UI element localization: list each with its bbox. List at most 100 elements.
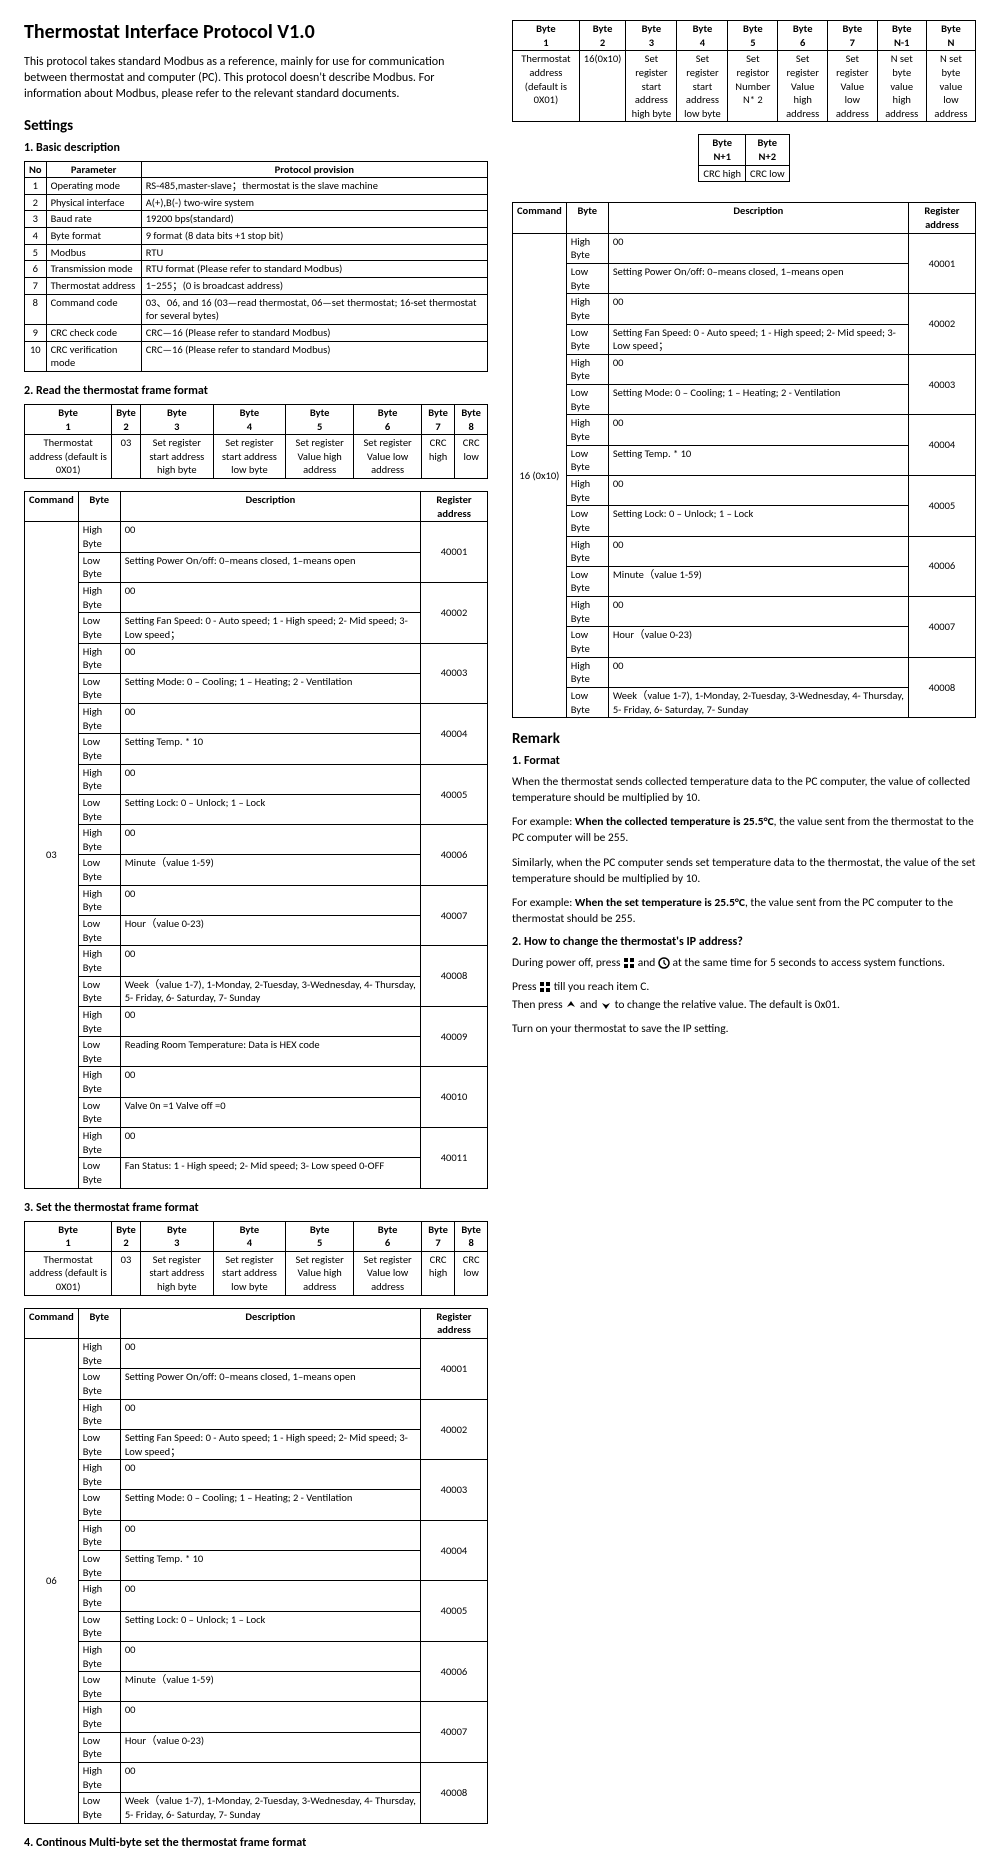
desc-cell: Reading Room Temperature: Data is HEX co…: [120, 1037, 420, 1067]
table-cell: CRC verification mode: [46, 341, 141, 371]
clock-icon: [658, 957, 670, 969]
desc-cell: 00: [608, 294, 908, 324]
desc-cell: Setting Temp. * 10: [120, 734, 420, 764]
col-header: Byte1: [25, 404, 112, 434]
addr-cell: 40001: [908, 233, 975, 294]
table-cell: 19200 bps(standard): [141, 211, 487, 228]
table-row: 5ModbusRTU: [25, 244, 488, 261]
desc-cell: Hour（value 0-23): [120, 916, 420, 946]
table-cell: 2: [25, 194, 47, 211]
table-row: 03High Byte0040001: [25, 522, 488, 552]
down-arrow-icon: [600, 999, 612, 1011]
table-cell: Set registor Number N* 2: [728, 51, 778, 122]
table-cell: CRC high: [421, 1251, 454, 1295]
desc-cell: 00: [120, 1520, 420, 1550]
table-row: High Byte0040004: [25, 1520, 488, 1550]
table-row: High Byte0040006: [513, 536, 976, 566]
table-row: High Byte0040003: [513, 354, 976, 384]
sec1-heading: 1. Basic description: [24, 141, 488, 155]
desc-cell: 00: [120, 1399, 420, 1429]
desc-cell: 00: [120, 885, 420, 915]
byte-cell: Low Byte: [566, 324, 608, 354]
table-cell: N set byte value low address: [926, 51, 975, 122]
table-row: High Byte0040007: [513, 597, 976, 627]
table-cell: 03: [112, 1251, 141, 1295]
desc-cell: 00: [120, 582, 420, 612]
col-header: Byte7: [421, 404, 454, 434]
table-row: 4Byte format9 format (8 data bits +1 sto…: [25, 228, 488, 245]
byte-cell: Low Byte: [78, 1158, 120, 1188]
byte-cell: Low Byte: [78, 1490, 120, 1520]
col-header: Parameter: [46, 161, 141, 178]
table-row: Low ByteSetting Mode: 0 – Cooling; 1 – H…: [513, 385, 976, 415]
addr-cell: 40005: [420, 1581, 487, 1642]
desc-cell: Setting Lock: 0 – Unlock; 1 – Lock: [608, 506, 908, 536]
desc-cell: Setting Lock: 0 – Unlock; 1 – Lock: [120, 794, 420, 824]
byte-cell: Low Byte: [566, 627, 608, 657]
table-row: Low ByteSetting Power On/off: 0–means cl…: [25, 552, 488, 582]
table-cell: Physical interface: [46, 194, 141, 211]
byte-cell: Low Byte: [78, 976, 120, 1006]
table-cell: CRC check code: [46, 324, 141, 341]
left-column: Thermostat Interface Protocol V1.0 This …: [24, 20, 488, 1856]
table-cell: Operating mode: [46, 178, 141, 195]
table-cell: Set register start address low byte: [213, 1251, 285, 1295]
table-row: High Byte0040008: [25, 946, 488, 976]
addr-cell: 40005: [908, 475, 975, 536]
table-row: High Byte0040006: [25, 825, 488, 855]
table-cell: 10: [25, 341, 47, 371]
table-cell: Set register start address high byte: [140, 435, 213, 479]
table-row: Low ByteSetting Fan Speed: 0 - Auto spee…: [25, 1429, 488, 1459]
table-cell: CRC—16 (Please refer to standard Modbus): [141, 341, 487, 371]
table-row: Low ByteWeek（value 1-7), 1-Monday, 2-Tue…: [25, 1793, 488, 1823]
byte-cell: High Byte: [566, 233, 608, 263]
byte-cell: High Byte: [78, 1762, 120, 1792]
table-row: High Byte0040007: [25, 885, 488, 915]
table-row: Low ByteSetting Mode: 0 – Cooling; 1 – H…: [25, 673, 488, 703]
col-header: Command: [25, 492, 79, 522]
byte-cell: Low Byte: [78, 1037, 120, 1067]
multibyte-frame-table: Byte1Byte2Byte3Byte4Byte5Byte6Byte7ByteN…: [512, 20, 976, 122]
desc-cell: 00: [120, 522, 420, 552]
addr-cell: 40004: [908, 415, 975, 476]
desc-cell: 00: [608, 354, 908, 384]
desc-cell: 00: [120, 1128, 420, 1158]
table-cell: A(+),B(-) two-wire system: [141, 194, 487, 211]
table-cell: Byte format: [46, 228, 141, 245]
right-column: Byte1Byte2Byte3Byte4Byte5Byte6Byte7ByteN…: [512, 20, 976, 1856]
cmd06-table: CommandByteDescriptionRegister address 0…: [24, 1308, 488, 1824]
remark-p6b: till you reach item C.: [554, 980, 650, 994]
col-header: Byte3: [140, 1221, 213, 1251]
desc-cell: Setting Mode: 0 – Cooling; 1 – Heating; …: [608, 385, 908, 415]
table-cell: 1−255；(0 is broadcast address): [141, 278, 487, 295]
col-header: Byte6: [354, 1221, 422, 1251]
table-row: Low ByteSetting Temp. * 10: [513, 445, 976, 475]
col-header: Protocol provision: [141, 161, 487, 178]
byte-cell: High Byte: [566, 294, 608, 324]
remark-p7a: Then press: [512, 998, 565, 1012]
col-header: Command: [513, 203, 567, 233]
remark-p7c: to change the relative value. The defaul…: [615, 998, 840, 1012]
table-cell: Thermostat address (default is 0X01): [513, 51, 580, 122]
col-header: Register address: [420, 1308, 487, 1338]
byte-cell: Low Byte: [78, 794, 120, 824]
addr-cell: 40007: [421, 885, 488, 946]
byte-cell: Low Byte: [78, 673, 120, 703]
intro-text: This protocol takes standard Modbus as a…: [24, 54, 488, 103]
remark-p4: For example: When the set temperature is…: [512, 895, 976, 927]
byte-cell: High Byte: [566, 415, 608, 445]
table-cell: CRC high: [421, 435, 454, 479]
remark-p7b: and: [580, 998, 600, 1012]
table-cell: Thermostat address (default is 0X01): [25, 435, 112, 479]
col-header: Byte1: [25, 1221, 112, 1251]
table-cell: CRC low: [455, 435, 488, 479]
byte-cell: Low Byte: [78, 916, 120, 946]
addr-cell: 40001: [420, 1339, 487, 1400]
table-row: High Byte0040011: [25, 1128, 488, 1158]
table-cell: 8: [25, 294, 47, 324]
addr-cell: 40010: [421, 1067, 488, 1128]
col-header: Byte7: [421, 1221, 454, 1251]
grid-icon: [623, 957, 635, 969]
desc-cell: 00: [608, 233, 908, 263]
desc-cell: Minute（value 1-59): [120, 1672, 420, 1702]
